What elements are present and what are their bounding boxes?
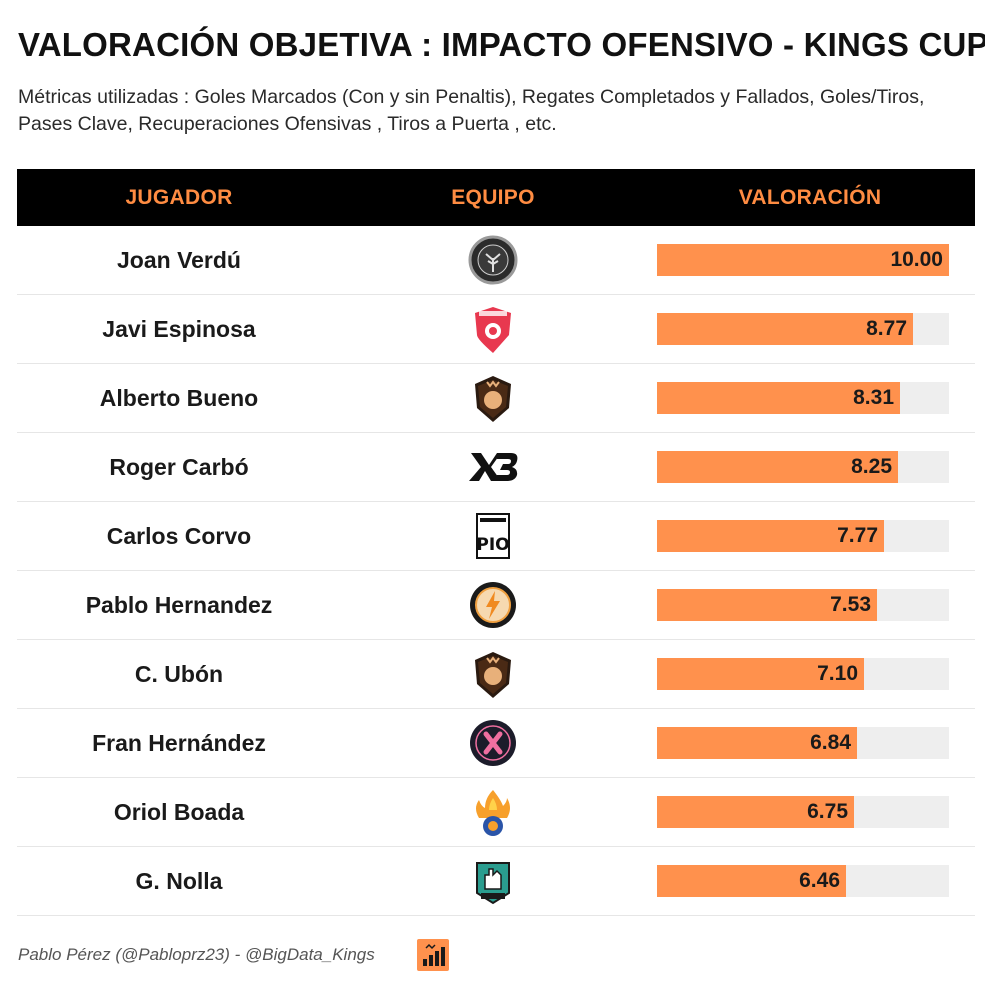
table-row: Fran Hernández 6.84 bbox=[17, 709, 975, 778]
k-circle-icon bbox=[470, 720, 516, 766]
team-cell bbox=[341, 786, 645, 838]
bar bbox=[657, 865, 846, 897]
table-row: Carlos Corvo PIO 7.77 bbox=[17, 502, 975, 571]
bar-track: 10.00 bbox=[657, 244, 949, 276]
player-name: Fran Hernández bbox=[92, 729, 266, 756]
bar-value-label: 6.75 bbox=[807, 800, 848, 823]
hand-crest-icon bbox=[476, 862, 510, 905]
team-cell bbox=[341, 648, 645, 700]
value-cell: 6.84 bbox=[645, 727, 975, 759]
table-row: Javi Espinosa 8.77 bbox=[17, 295, 975, 364]
bar-track: 6.75 bbox=[657, 796, 949, 828]
bar-value-label: 8.25 bbox=[851, 455, 892, 478]
team-cell bbox=[341, 855, 645, 907]
bar bbox=[657, 451, 898, 483]
bar bbox=[657, 658, 864, 690]
value-cell: 7.10 bbox=[645, 658, 975, 690]
bar-track: 6.84 bbox=[657, 727, 949, 759]
page-title: VALORACIÓN OBJETIVA : IMPACTO OFENSIVO -… bbox=[18, 26, 985, 63]
player-name: Oriol Boada bbox=[113, 798, 245, 825]
bar-track: 8.25 bbox=[657, 451, 949, 483]
lightning-circle-icon bbox=[470, 582, 516, 628]
bar-value-label: 7.77 bbox=[837, 524, 878, 547]
bar bbox=[657, 520, 884, 552]
value-cell: 10.00 bbox=[645, 244, 975, 276]
table-header: JUGADOR EQUIPO VALORACIÓN bbox=[17, 169, 975, 226]
lion-shield-icon bbox=[475, 652, 511, 698]
lion-shield-icon bbox=[475, 376, 511, 422]
bar-value-label: 8.31 bbox=[853, 386, 894, 409]
table-row: Joan Verdú 10.00 bbox=[17, 226, 975, 295]
bar bbox=[657, 244, 949, 276]
footer-credit: Pablo Pérez (@Pabloprz23) - @BigData_Kin… bbox=[18, 945, 375, 964]
bar bbox=[657, 796, 854, 828]
bar bbox=[657, 382, 900, 414]
bar-track: 8.31 bbox=[657, 382, 949, 414]
team-cell bbox=[341, 303, 645, 355]
bar-value-label: 6.84 bbox=[810, 731, 851, 754]
bar-track: 7.53 bbox=[657, 589, 949, 621]
team-cell: PIO bbox=[341, 510, 645, 562]
team-cell bbox=[341, 234, 645, 286]
bar-chart-icon bbox=[417, 939, 449, 971]
table-row: Alberto Bueno 8.31 bbox=[17, 364, 975, 433]
xb-logo-icon bbox=[469, 453, 518, 481]
value-cell: 6.46 bbox=[645, 865, 975, 897]
value-cell: 8.77 bbox=[645, 313, 975, 345]
player-name: Pablo Hernandez bbox=[85, 591, 273, 618]
red-bird-crest-icon bbox=[475, 307, 511, 353]
player-name: Carlos Corvo bbox=[106, 522, 252, 549]
team-cell bbox=[341, 372, 645, 424]
bar-value-label: 7.10 bbox=[817, 662, 858, 685]
header-player: JUGADOR bbox=[125, 185, 233, 209]
table-row: G. Nolla 6.46 bbox=[17, 847, 975, 916]
team-cell bbox=[341, 717, 645, 769]
player-name: Joan Verdú bbox=[117, 246, 241, 273]
value-cell: 8.25 bbox=[645, 451, 975, 483]
bar bbox=[657, 313, 913, 345]
header-team: EQUIPO bbox=[451, 185, 535, 209]
tree-crest-icon bbox=[468, 235, 518, 285]
player-name: Alberto Bueno bbox=[99, 384, 259, 411]
value-cell: 7.77 bbox=[645, 520, 975, 552]
bar bbox=[657, 727, 857, 759]
player-name: Roger Carbó bbox=[109, 453, 249, 480]
table-row: C. Ubón 7.10 bbox=[17, 640, 975, 709]
table-body: Joan Verdú 10.00 Javi Espinosa 8.77 Alberto … bbox=[17, 226, 975, 916]
value-cell: 8.31 bbox=[645, 382, 975, 414]
table-row: Oriol Boada 6.75 bbox=[17, 778, 975, 847]
value-cell: 7.53 bbox=[645, 589, 975, 621]
pio-logo-icon: PIO bbox=[476, 513, 510, 559]
value-cell: 6.75 bbox=[645, 796, 975, 828]
bar-value-label: 6.46 bbox=[799, 869, 840, 892]
player-name: G. Nolla bbox=[135, 867, 223, 894]
page-subtitle: Métricas utilizadas : Goles Marcados (Co… bbox=[18, 86, 925, 135]
ranking-table: JUGADOR EQUIPO VALORACIÓN Joan Verdú 10.0… bbox=[17, 169, 975, 916]
team-cell bbox=[341, 441, 645, 493]
svg-text:PIO: PIO bbox=[476, 535, 509, 555]
bar-value-label: 10.00 bbox=[890, 248, 943, 271]
table-row: Roger Carbó 8.25 bbox=[17, 433, 975, 502]
team-cell bbox=[341, 579, 645, 631]
player-name: C. Ubón bbox=[134, 660, 224, 687]
bar-track: 6.46 bbox=[657, 865, 949, 897]
fire-crest-icon bbox=[476, 790, 510, 836]
header-value: VALORACIÓN bbox=[738, 185, 882, 209]
bar-track: 7.77 bbox=[657, 520, 949, 552]
bar-value-label: 8.77 bbox=[866, 317, 907, 340]
bar-track: 7.10 bbox=[657, 658, 949, 690]
table-row: Pablo Hernandez 7.53 bbox=[17, 571, 975, 640]
player-name: Javi Espinosa bbox=[102, 315, 256, 342]
bar bbox=[657, 589, 877, 621]
bar-value-label: 7.53 bbox=[830, 593, 871, 616]
bar-track: 8.77 bbox=[657, 313, 949, 345]
